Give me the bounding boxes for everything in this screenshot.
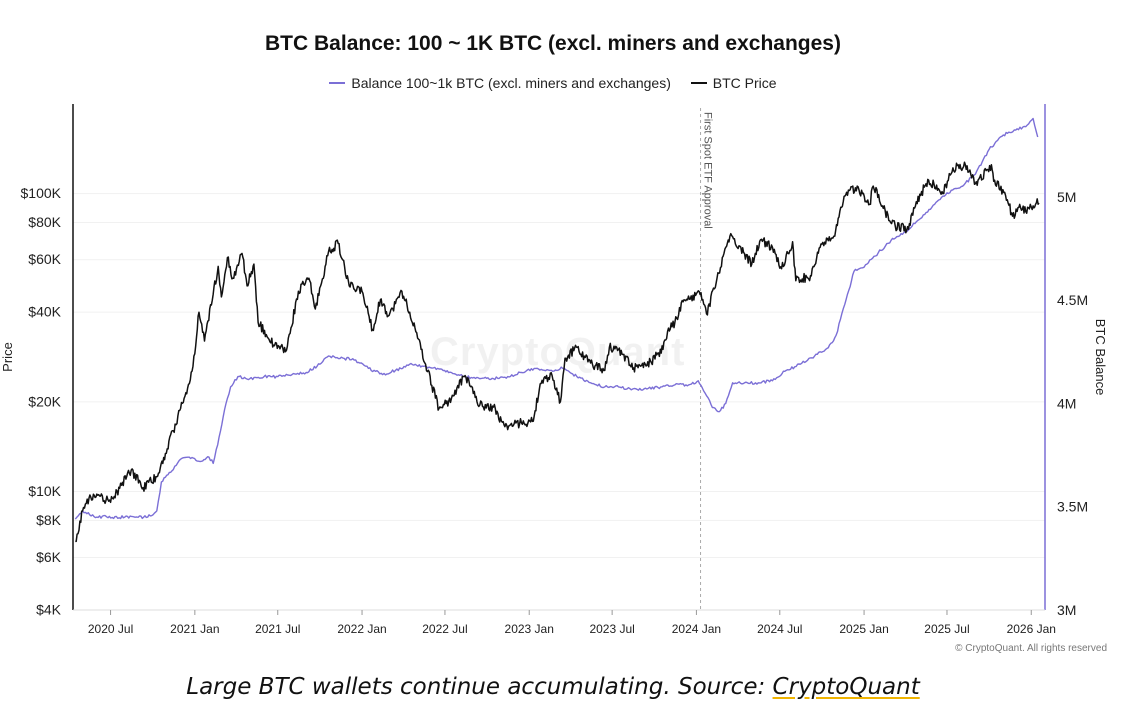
left-tick-label: $40K bbox=[28, 304, 61, 320]
x-tick-label: 2024 Jul bbox=[757, 622, 802, 636]
copyright-notice: © CryptoQuant. All rights reserved bbox=[955, 643, 1107, 654]
x-tick-label: 2020 Jul bbox=[88, 622, 133, 636]
left-tick-label: $60K bbox=[28, 251, 61, 267]
legend-item-balance[interactable]: Balance 100~1k BTC (excl. miners and exc… bbox=[329, 75, 671, 91]
legend-item-price[interactable]: BTC Price bbox=[690, 75, 777, 91]
annotation-label: First Spot ETF Approval bbox=[702, 112, 714, 229]
series-line-balance bbox=[74, 117, 1039, 520]
x-tick-label: 2022 Jul bbox=[422, 622, 467, 636]
right-tick-label: 3.5M bbox=[1057, 499, 1088, 515]
left-tick-label: $10K bbox=[28, 483, 61, 499]
x-tick-label: 2025 Jan bbox=[839, 622, 888, 636]
x-tick-label: 2021 Jul bbox=[255, 622, 300, 636]
right-axis-title: BTC Balance bbox=[1093, 319, 1108, 396]
right-tick-label: 4M bbox=[1057, 395, 1076, 411]
x-tick-label: 2023 Jul bbox=[589, 622, 634, 636]
legend-swatch-price bbox=[690, 82, 707, 84]
x-tick-label: 2021 Jan bbox=[170, 622, 219, 636]
watermark: CryptoQuant bbox=[430, 330, 686, 374]
series-line-btc-price bbox=[75, 161, 1040, 543]
legend-label-price: BTC Price bbox=[712, 75, 777, 91]
right-tick-label: 4.5M bbox=[1057, 292, 1088, 308]
left-tick-label: $8K bbox=[36, 512, 62, 528]
chart-legend: Balance 100~1k BTC (excl. miners and exc… bbox=[0, 71, 1106, 91]
chart-title: BTC Balance: 100 ~ 1K BTC (excl. miners … bbox=[265, 32, 841, 55]
legend-label-balance: Balance 100~1k BTC (excl. miners and exc… bbox=[351, 75, 671, 91]
caption-source-link[interactable]: CryptoQuant bbox=[772, 674, 920, 700]
legend-swatch-balance bbox=[329, 82, 346, 84]
x-tick-label: 2026 Jan bbox=[1007, 622, 1056, 636]
x-tick-label: 2024 Jan bbox=[672, 622, 721, 636]
caption-text: Large BTC wallets continue accumulating.… bbox=[186, 674, 773, 700]
left-tick-label: $20K bbox=[28, 393, 61, 409]
left-axis-title: Price bbox=[0, 342, 15, 372]
right-tick-label: 3M bbox=[1057, 602, 1076, 618]
left-tick-label: $6K bbox=[36, 549, 62, 565]
figure-caption: Large BTC wallets continue accumulating.… bbox=[0, 674, 1106, 700]
left-tick-label: $100K bbox=[21, 185, 62, 201]
x-tick-label: 2025 Jul bbox=[924, 622, 969, 636]
left-tick-label: $4K bbox=[36, 602, 62, 618]
x-tick-label: 2022 Jan bbox=[337, 622, 386, 636]
x-tick-label: 2023 Jan bbox=[505, 622, 554, 636]
left-tick-label: $80K bbox=[28, 214, 61, 230]
right-tick-label: 5M bbox=[1057, 189, 1076, 205]
